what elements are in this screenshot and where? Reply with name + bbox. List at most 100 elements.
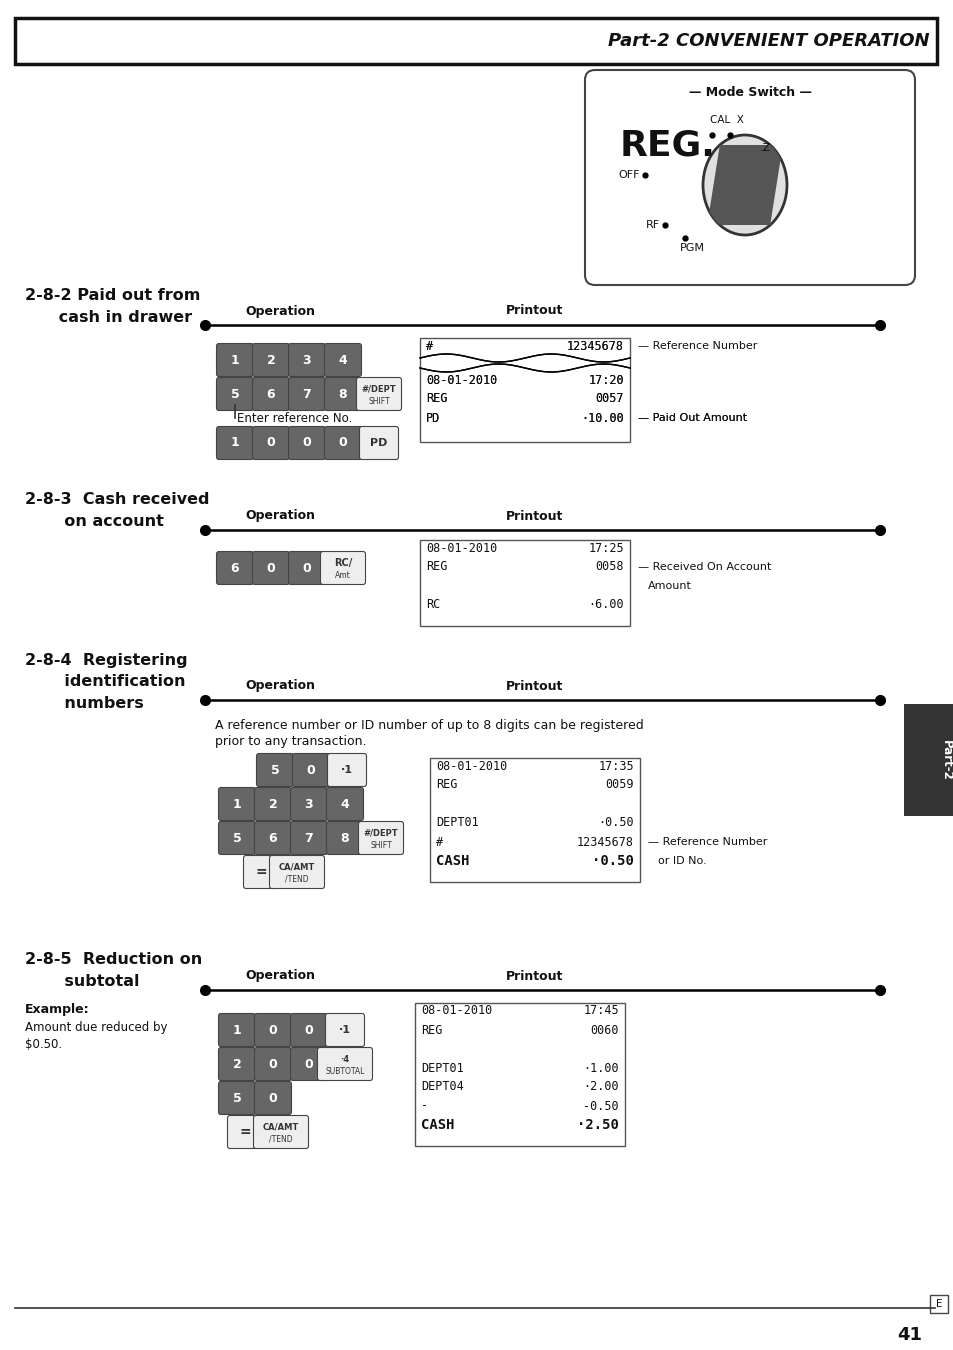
FancyBboxPatch shape — [326, 822, 363, 855]
Text: 6: 6 — [267, 387, 275, 401]
FancyBboxPatch shape — [929, 1295, 947, 1314]
FancyBboxPatch shape — [254, 1081, 292, 1115]
FancyBboxPatch shape — [291, 1014, 327, 1046]
Text: -0.50: -0.50 — [583, 1099, 618, 1112]
Text: 12345678: 12345678 — [577, 836, 634, 849]
Text: .Z: .Z — [760, 143, 770, 153]
Text: CASH: CASH — [420, 1118, 454, 1133]
Text: 3: 3 — [302, 354, 311, 366]
Text: REG: REG — [420, 1023, 442, 1037]
FancyBboxPatch shape — [218, 1048, 255, 1080]
Text: 08-01-2010: 08-01-2010 — [426, 541, 497, 555]
Text: #/DEPT: #/DEPT — [363, 829, 398, 837]
FancyBboxPatch shape — [256, 753, 294, 787]
Text: — Mode Switch —: — Mode Switch — — [688, 85, 811, 99]
Text: 7: 7 — [304, 832, 313, 845]
FancyBboxPatch shape — [317, 1048, 372, 1080]
Text: 17:25: 17:25 — [588, 541, 623, 555]
Text: 0: 0 — [269, 1023, 277, 1037]
Text: 17:20: 17:20 — [588, 374, 623, 386]
FancyBboxPatch shape — [356, 378, 401, 410]
FancyBboxPatch shape — [216, 552, 253, 585]
Text: Operation: Operation — [245, 509, 314, 522]
Text: -: - — [420, 1099, 428, 1112]
Text: RF: RF — [645, 220, 659, 230]
Text: 17:45: 17:45 — [583, 1004, 618, 1018]
Text: CASH: CASH — [436, 855, 469, 868]
Text: ·1.00: ·1.00 — [583, 1061, 618, 1075]
Text: CAL  X: CAL X — [709, 115, 743, 126]
Text: 17:35: 17:35 — [598, 760, 634, 772]
Text: 41: 41 — [897, 1326, 922, 1345]
Text: identification: identification — [25, 675, 185, 690]
FancyBboxPatch shape — [253, 378, 289, 410]
Text: 5: 5 — [233, 832, 241, 845]
Text: — Reference Number: — Reference Number — [647, 837, 766, 846]
FancyBboxPatch shape — [288, 552, 325, 585]
Text: ·2.00: ·2.00 — [583, 1080, 618, 1094]
Text: 08-01-2010: 08-01-2010 — [420, 1004, 492, 1018]
FancyBboxPatch shape — [218, 1014, 255, 1046]
Text: DEPT04: DEPT04 — [420, 1080, 463, 1094]
FancyBboxPatch shape — [254, 787, 292, 821]
Text: Operation: Operation — [245, 679, 314, 693]
FancyBboxPatch shape — [359, 427, 398, 459]
Text: PD: PD — [370, 437, 387, 448]
Text: 0059: 0059 — [605, 779, 634, 791]
FancyBboxPatch shape — [253, 1115, 308, 1149]
Text: 0: 0 — [269, 1057, 277, 1071]
Text: ·0.50: ·0.50 — [592, 855, 634, 868]
Text: DEPT01: DEPT01 — [420, 1061, 463, 1075]
Text: Part-2 CONVENIENT OPERATION: Part-2 CONVENIENT OPERATION — [608, 32, 929, 50]
Text: #: # — [436, 836, 442, 849]
Text: 08-01-2010: 08-01-2010 — [436, 760, 507, 772]
Text: 8: 8 — [338, 387, 347, 401]
Text: 4: 4 — [340, 798, 349, 810]
Text: REG: REG — [426, 393, 447, 405]
Text: on account: on account — [25, 514, 164, 529]
Text: #: # — [426, 339, 433, 352]
FancyBboxPatch shape — [324, 343, 361, 377]
FancyBboxPatch shape — [419, 338, 629, 441]
Text: 1: 1 — [231, 436, 239, 450]
Text: PGM: PGM — [679, 243, 704, 252]
Text: 0: 0 — [302, 436, 311, 450]
FancyBboxPatch shape — [584, 70, 914, 285]
FancyBboxPatch shape — [216, 378, 253, 410]
Text: 1: 1 — [233, 798, 241, 810]
FancyBboxPatch shape — [415, 1003, 624, 1146]
Text: Operation: Operation — [245, 969, 314, 983]
Text: subtotal: subtotal — [25, 975, 139, 990]
Text: — Paid Out Amount: — Paid Out Amount — [638, 413, 746, 423]
FancyBboxPatch shape — [253, 552, 289, 585]
Text: ·10.00: ·10.00 — [580, 412, 623, 424]
Text: Amt: Amt — [335, 571, 351, 579]
Text: ·4: ·4 — [340, 1054, 349, 1064]
FancyBboxPatch shape — [430, 757, 639, 882]
FancyBboxPatch shape — [253, 343, 289, 377]
FancyBboxPatch shape — [291, 822, 327, 855]
Text: Example:: Example: — [25, 1003, 90, 1017]
FancyBboxPatch shape — [216, 343, 253, 377]
FancyBboxPatch shape — [320, 552, 365, 585]
Text: Printout: Printout — [506, 969, 563, 983]
Text: REG.: REG. — [619, 128, 715, 162]
FancyBboxPatch shape — [253, 427, 289, 459]
Text: OFF: OFF — [618, 170, 639, 180]
Text: 12345678: 12345678 — [566, 339, 623, 352]
Text: REG: REG — [426, 393, 447, 405]
Text: 08-01-2010: 08-01-2010 — [426, 374, 497, 386]
Text: 2-8-5  Reduction on: 2-8-5 Reduction on — [25, 953, 202, 968]
FancyBboxPatch shape — [293, 753, 329, 787]
Text: 6: 6 — [269, 832, 277, 845]
Text: 2: 2 — [266, 354, 275, 366]
FancyBboxPatch shape — [325, 1014, 364, 1046]
Text: 2: 2 — [269, 798, 277, 810]
Text: CA/AMT: CA/AMT — [263, 1122, 299, 1131]
Text: A reference number or ID number of up to 8 digits can be registered: A reference number or ID number of up to… — [214, 718, 643, 732]
Text: CA/AMT: CA/AMT — [278, 863, 314, 872]
Text: 2-8-4  Registering: 2-8-4 Registering — [25, 652, 188, 667]
Text: — Paid Out Amount: — Paid Out Amount — [638, 413, 746, 423]
FancyBboxPatch shape — [288, 427, 325, 459]
Text: ·1: ·1 — [338, 1025, 351, 1035]
